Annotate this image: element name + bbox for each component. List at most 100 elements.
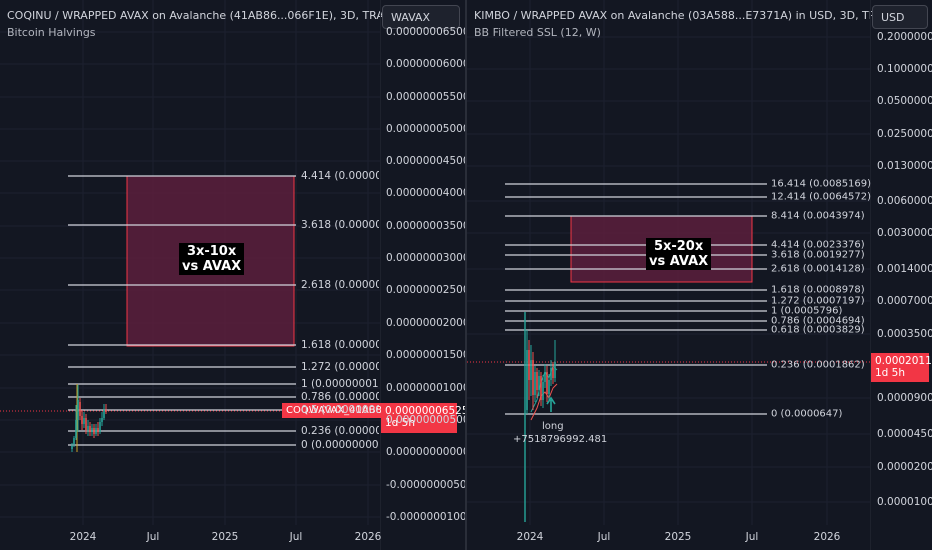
left-price-tick: 0.00000003500000 bbox=[386, 220, 465, 232]
right-countdown: 1d 5h bbox=[875, 367, 906, 379]
left-candle-body bbox=[77, 400, 79, 420]
right-fib-label: 1 (0.0005796) bbox=[771, 305, 843, 317]
left-time-tick: Jul bbox=[289, 531, 303, 543]
left-price-tick: -0.00000001000000 bbox=[386, 511, 465, 523]
right-candle-body bbox=[534, 372, 536, 395]
right-price-tick: 0.0030000 bbox=[877, 227, 932, 239]
left-price-tick: 0.00000001500000 bbox=[386, 349, 465, 361]
left-price-tick: 0.00000005500000 bbox=[386, 91, 465, 103]
right-candle-body bbox=[540, 376, 542, 400]
left-fib-label: 0.5 (0.000000006 bbox=[301, 404, 379, 416]
left-candle-body bbox=[75, 420, 77, 438]
left-candle-body bbox=[83, 418, 85, 424]
left-candle-body bbox=[91, 428, 93, 432]
left-price-tick: 0.00000002500000 bbox=[386, 284, 465, 296]
long-arrow-icon bbox=[546, 396, 556, 412]
right-current-price: 0.0002011 bbox=[875, 355, 932, 367]
right-ssl-lower bbox=[530, 383, 558, 421]
right-price-tick: 0.2000000 bbox=[877, 31, 932, 43]
left-price-tick: 0.00000000500000 bbox=[386, 414, 465, 426]
left-candle-body bbox=[105, 410, 107, 412]
left-candle-body bbox=[81, 416, 83, 424]
left-box-label-line2: vs AVAX bbox=[182, 259, 242, 274]
left-fib-label: 1.272 (0.00000001 bbox=[301, 361, 379, 373]
left-symbol-tag: COQWAVAX_41AB86 bbox=[282, 403, 393, 418]
right-symbol-button[interactable]: USD bbox=[872, 5, 928, 29]
right-box-label: 5x-20x vs AVAX bbox=[646, 238, 712, 270]
left-candle-body bbox=[93, 428, 95, 434]
right-candle-body bbox=[554, 362, 556, 378]
right-price-tick: 0.0250000 bbox=[877, 128, 932, 140]
right-candle-body bbox=[528, 350, 530, 380]
right-price-tick: 0.0007000 bbox=[877, 295, 932, 307]
left-fib-label: 0.786 (0.00000000 bbox=[301, 391, 379, 403]
left-time-tick: 2026 bbox=[354, 531, 382, 543]
left-fib-label: 1 (0.000000010610 bbox=[301, 378, 379, 390]
right-fib-label: 8.414 (0.0043974) bbox=[771, 210, 865, 222]
right-chart-panel[interactable]: KIMBO / WRAPPED AVAX on Avalanche (03A58… bbox=[467, 0, 932, 550]
right-price-tick: 0.0060000 bbox=[877, 195, 932, 207]
long-annotation: long bbox=[542, 421, 564, 432]
right-candle-body bbox=[542, 382, 544, 400]
right-time-tick: 2025 bbox=[664, 531, 692, 543]
right-price-axis[interactable] bbox=[870, 0, 932, 550]
left-box-label-line1: 3x-10x bbox=[186, 244, 237, 259]
left-time-tick: 2025 bbox=[211, 531, 239, 543]
right-fib-label: 0.236 (0.0001862) bbox=[771, 359, 865, 371]
left-price-tick: 0.00000000000000 bbox=[386, 446, 465, 458]
left-price-tick: 0.00000001000000 bbox=[386, 382, 465, 394]
right-fib-label: 0.618 (0.0003829) bbox=[771, 324, 865, 336]
left-price-axis[interactable] bbox=[380, 0, 465, 550]
left-fib-label: 4.414 (0.00000004 bbox=[301, 170, 379, 182]
left-time-tick: 2024 bbox=[69, 531, 97, 543]
left-fib-label: 0.236 (0.00000000 bbox=[301, 425, 379, 437]
left-candle-body bbox=[101, 418, 103, 422]
right-time-tick: Jul bbox=[597, 531, 611, 543]
right-fib-label: 1.272 (0.0007197) bbox=[771, 295, 865, 307]
right-candle-body bbox=[548, 380, 550, 394]
right-candle-body bbox=[550, 368, 552, 380]
left-current-price-tag: 0.00000006525 1d 5h bbox=[381, 403, 465, 433]
right-candle-body bbox=[536, 372, 538, 390]
left-fib-label: 1.618 (0.00000001 bbox=[301, 339, 379, 351]
right-chart-title: KIMBO / WRAPPED AVAX on Avalanche (03A58… bbox=[474, 9, 926, 22]
left-fib-label: 2.618 (0.00000002 bbox=[301, 279, 379, 291]
left-candle-body bbox=[85, 418, 87, 430]
right-indicator-label[interactable]: BB Filtered SSL (12, W) bbox=[474, 26, 601, 39]
right-price-tick: 0.0003500 bbox=[877, 328, 932, 340]
left-fib-label: 3.618 (0.00000003 bbox=[301, 219, 379, 231]
left-candle-body bbox=[79, 402, 81, 416]
left-indicator-label[interactable]: Bitcoin Halvings bbox=[7, 26, 96, 39]
left-countdown: 1d 5h bbox=[385, 417, 416, 429]
left-price-tick: -0.00000000500000 bbox=[386, 479, 465, 491]
right-price-tick: 0.0000900 bbox=[877, 392, 932, 404]
left-candle-body bbox=[97, 428, 99, 432]
right-fib-label: 3.618 (0.0019277) bbox=[771, 249, 865, 261]
left-chart-panel[interactable]: COQINU / WRAPPED AVAX on Avalanche (41AB… bbox=[0, 0, 465, 550]
left-current-price: 0.00000006525 bbox=[385, 405, 465, 417]
left-price-tick: 0.00000002000000 bbox=[386, 317, 465, 329]
right-time-tick: 2026 bbox=[813, 531, 841, 543]
right-current-price-tag: 0.0002011 1d 5h bbox=[871, 353, 932, 382]
right-candle-body bbox=[544, 372, 546, 382]
right-fib-label: 16.414 (0.0085169) bbox=[771, 178, 872, 190]
right-candle-body bbox=[546, 372, 548, 394]
right-price-tick: 0.0500000 bbox=[877, 95, 932, 107]
right-candle-body bbox=[530, 360, 532, 380]
panel-divider[interactable] bbox=[465, 0, 467, 550]
right-candle-body bbox=[532, 360, 534, 395]
right-chart-canvas[interactable] bbox=[467, 0, 932, 550]
left-candle-body bbox=[95, 428, 97, 434]
right-price-tick: 0.0014000 bbox=[877, 263, 932, 275]
left-fib-label: 0 (0.000000001163 bbox=[301, 439, 379, 451]
right-box-label-line1: 5x-20x bbox=[653, 239, 704, 254]
left-price-tick: 0.00000004000000 bbox=[386, 187, 465, 199]
right-price-tick: 0.0000200 bbox=[877, 461, 932, 473]
left-price-tick: 0.00000003000000 bbox=[386, 252, 465, 264]
right-time-tick: 2024 bbox=[516, 531, 544, 543]
left-candle-body bbox=[103, 410, 105, 418]
left-candle-body bbox=[71, 446, 73, 449]
right-price-tick: 0.0000100 bbox=[877, 496, 932, 508]
left-price-tick: 0.00000006000000 bbox=[386, 58, 465, 70]
left-symbol-button[interactable]: WAVAX bbox=[382, 5, 460, 29]
